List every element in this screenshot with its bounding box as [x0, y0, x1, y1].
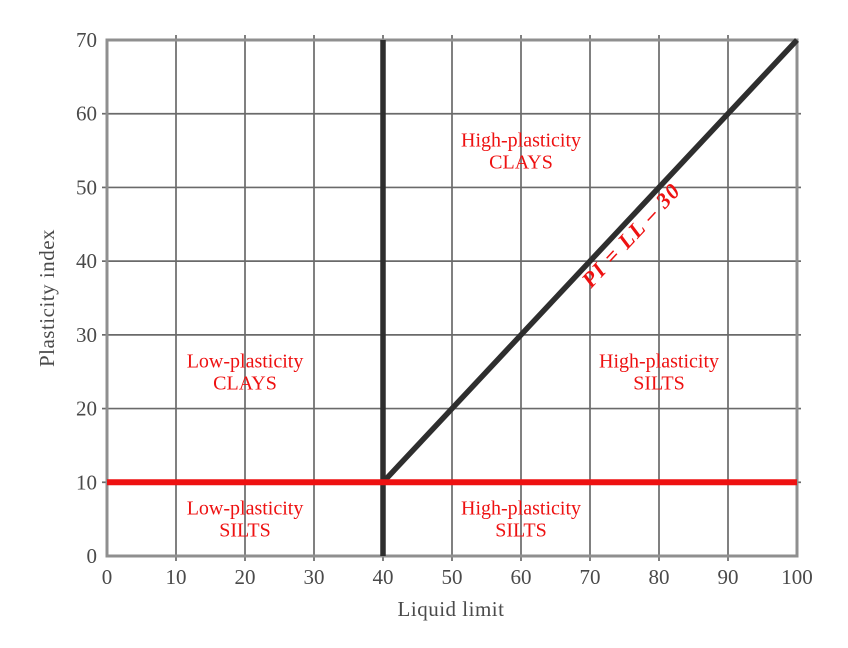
region-low-plasticity-silts-bottom-line-1: Low-plasticity [187, 497, 304, 519]
region-high-plasticity-silts-right-line-1: High-plasticity [599, 351, 719, 373]
region-high-plasticity-clays-line-2: CLAYS [489, 152, 553, 174]
region-high-plasticity-clays-line-1: High-plasticity [461, 130, 581, 152]
plot-border [105, 38, 799, 558]
y-tick-label-10: 10 [76, 470, 97, 494]
y-tick-label-0: 0 [87, 544, 98, 568]
x-axis-title: Liquid limit [398, 597, 505, 621]
x-tick-label-50: 50 [442, 565, 463, 589]
x-tick-label-40: 40 [373, 565, 394, 589]
y-tick-label-40: 40 [76, 249, 97, 273]
x-tick-label-20: 20 [235, 565, 256, 589]
y-tick-label-50: 50 [76, 175, 97, 199]
diagonal-boundary-line [380, 38, 800, 485]
y-tick-label-60: 60 [76, 102, 97, 126]
grid-layer [107, 40, 797, 556]
region-low-plasticity-clays-line-2: CLAYS [213, 373, 277, 395]
x-tick-label-0: 0 [102, 565, 113, 589]
x-tick-label-90: 90 [718, 565, 739, 589]
region-high-plasticity-silts-bottom-line-2: SILTS [495, 519, 547, 541]
x-tick-label-30: 30 [304, 565, 325, 589]
equation-label-line-1: PI = LL – 30 [576, 178, 686, 293]
y-axis-title: Plasticity index [35, 229, 59, 367]
y-tick-label-30: 30 [76, 323, 97, 347]
region-high-plasticity-silts-right-line-2: SILTS [633, 373, 685, 395]
region-low-plasticity-silts-bottom-line-2: SILTS [219, 519, 271, 541]
equation-label: PI = LL – 30 [576, 178, 686, 293]
region-high-plasticity-silts-bottom-line-1: High-plasticity [461, 497, 581, 519]
x-tick-label-60: 60 [511, 565, 532, 589]
y-tick-label-70: 70 [76, 28, 97, 52]
y-tick-label-20: 20 [76, 397, 97, 421]
x-tick-label-10: 10 [166, 565, 187, 589]
x-tick-label-80: 80 [649, 565, 670, 589]
x-tick-label-100: 100 [781, 565, 813, 589]
labels-layer: 0 10 20 30 40 50 60 70 80 90 100 0 10 20 30 40 50 60 70 Hig… [76, 28, 813, 589]
region-low-plasticity-clays-line-1: Low-plasticity [187, 351, 304, 373]
x-tick-label-70: 70 [580, 565, 601, 589]
boundary-lines-layer [107, 38, 800, 556]
